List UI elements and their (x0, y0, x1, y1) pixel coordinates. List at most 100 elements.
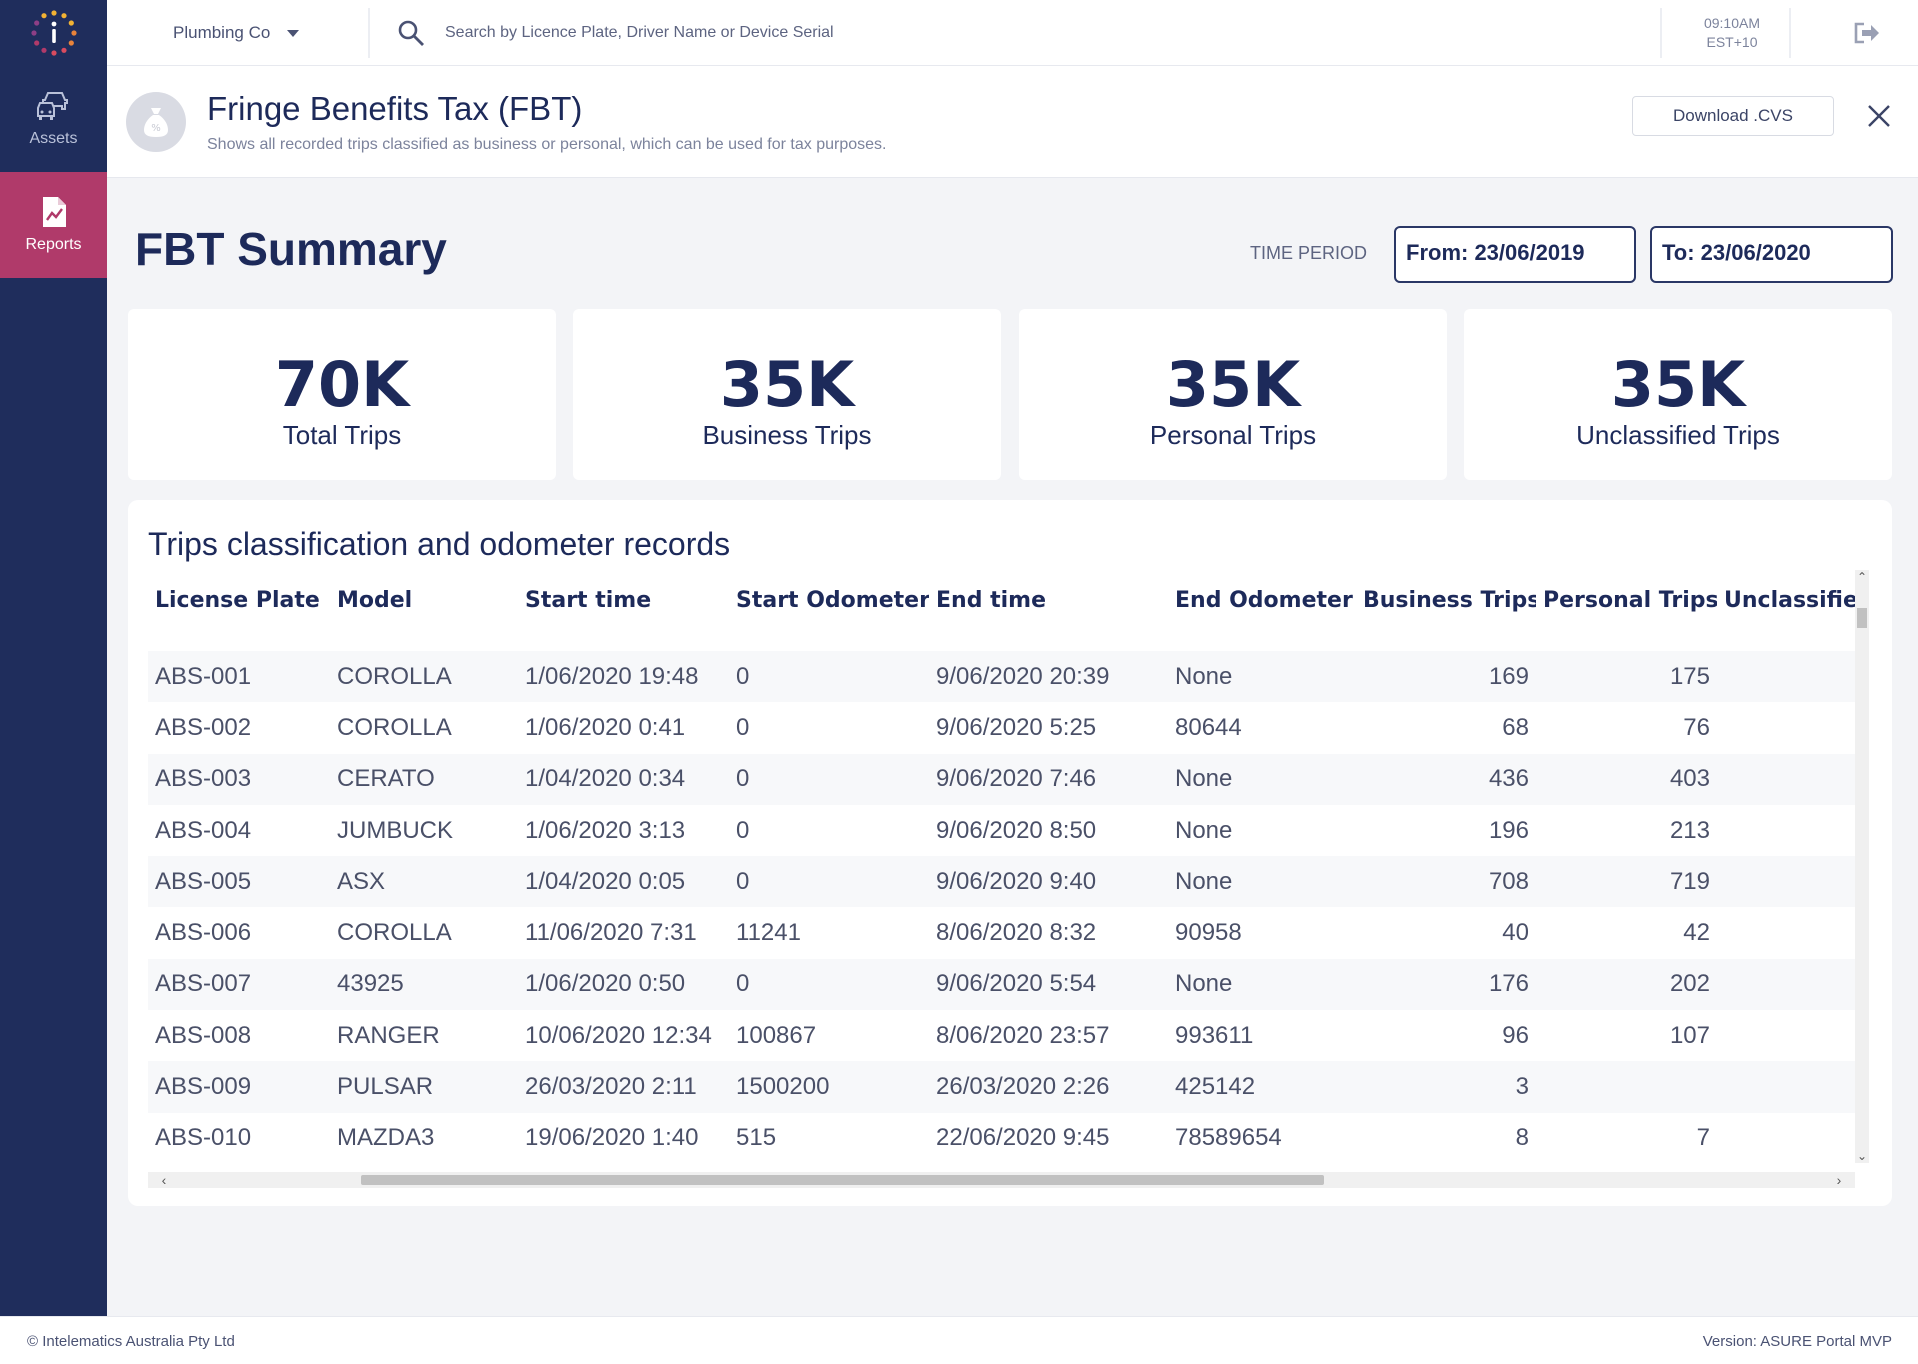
table-cell: 3 (1356, 1061, 1536, 1113)
table-cell: 90958 (1175, 919, 1242, 947)
logout-button[interactable] (1854, 0, 1880, 66)
table-row[interactable]: ABS-004 JUMBUCK 1/06/2020 3:13 0 9/06/2020 8… (148, 805, 1855, 856)
sidebar-item-assets[interactable]: Assets (0, 66, 107, 172)
page-subtitle: Shows all recorded trips classified as b… (207, 136, 887, 153)
table-header-row: License Plate Model Start time Start Odo… (148, 568, 1855, 632)
column-header[interactable]: Personal Trips (1543, 587, 1717, 613)
table-cell: 425142 (1168, 1061, 1356, 1113)
column-header[interactable]: Business Trips (1363, 587, 1536, 613)
column-header[interactable]: Unclassified Trips (1724, 587, 1855, 613)
table-scroll-area[interactable]: License Plate Model Start time Start Odo… (148, 568, 1855, 1161)
table-cell: None (1168, 856, 1356, 908)
scrollbar-thumb[interactable] (1857, 608, 1867, 628)
table-row[interactable]: ABS-005 ASX 1/04/2020 0:05 0 9/06/2020 9:40 N… (148, 856, 1855, 908)
table-cell: 515 (736, 1124, 777, 1152)
table-row[interactable]: ABS-008 RANGER 10/06/2020 12:34 100867 8/06/… (148, 1010, 1855, 1061)
copyright: © Intelematics Australia Pty Ltd (27, 1333, 235, 1350)
table-cell (1717, 856, 1855, 908)
time-period-label: TIME PERIOD (1250, 243, 1368, 263)
search-input[interactable] (445, 24, 1005, 42)
column-header[interactable]: Model (337, 587, 413, 613)
table-cell: 993611 (1175, 1021, 1254, 1049)
table-cell: 1/06/2020 3:13 (525, 816, 686, 844)
table-cell: 1/04/2020 0:34 (518, 753, 729, 805)
company-selector[interactable]: Plumbing Co (173, 0, 300, 66)
table-cell: 76 (1683, 713, 1710, 741)
horizontal-scrollbar[interactable]: ‹ › (148, 1172, 1855, 1188)
table-cell: ABS-009 (148, 1061, 330, 1113)
date-to-field[interactable]: To: 23/06/2020 (1650, 226, 1893, 283)
date-from-field[interactable]: From: 23/06/2019 (1394, 226, 1636, 283)
table-cell: 0 (729, 651, 929, 703)
table-cell: COROLLA (330, 651, 518, 703)
table-row[interactable]: ABS-009 PULSAR 26/03/2020 2:11 1500200 26/03… (148, 1061, 1855, 1113)
column-header[interactable]: Start Odometer (736, 587, 929, 613)
table-cell: 22/06/2020 9:45 (936, 1124, 1110, 1152)
divider (368, 8, 370, 58)
scrollbar-thumb[interactable] (361, 1175, 1324, 1185)
table-cell (1717, 1113, 1855, 1161)
table-cell: 176 (1356, 958, 1536, 1011)
scroll-up-arrow-icon[interactable]: ⌃ (1856, 570, 1868, 584)
table-cell: None (1175, 816, 1233, 844)
close-button[interactable] (1859, 96, 1899, 136)
column-header[interactable]: End Odometer (1175, 587, 1353, 613)
table-cell: ABS-001 (148, 651, 330, 703)
table-cell: 9/06/2020 20:39 (929, 651, 1168, 703)
table-cell: 7 (1696, 1124, 1710, 1152)
table-cell: 9/06/2020 8:50 (936, 816, 1097, 844)
stat-value: 35K (1610, 348, 1746, 421)
table-cell: ABS-005 (148, 856, 330, 908)
column-header[interactable]: License Plate (155, 587, 320, 613)
table-cell: 9/06/2020 5:25 (936, 713, 1097, 741)
logout-icon (1854, 22, 1879, 44)
trips-table-panel: Trips classification and odometer record… (128, 500, 1892, 1206)
search-icon[interactable] (397, 19, 425, 47)
download-csv-button[interactable]: Download .CVS (1632, 96, 1834, 136)
vertical-scrollbar[interactable]: ⌃ ⌄ (1855, 570, 1869, 1163)
table-row[interactable]: ABS-002 COROLLA 1/06/2020 0:41 0 9/06/2020 5… (148, 702, 1855, 753)
summary-title: FBT Summary (135, 223, 447, 275)
version-label: Version: ASURE Portal MVP (1702, 1333, 1892, 1350)
table-cell (1717, 907, 1855, 958)
table-cell (1717, 753, 1855, 805)
table-cell: 0 (736, 816, 750, 844)
table-cell: 1/06/2020 0:50 (518, 958, 729, 1011)
sidebar-item-label: Reports (25, 236, 82, 253)
table-title: Trips classification and odometer record… (148, 526, 731, 562)
table-cell: MAZDA3 (337, 1124, 435, 1152)
app-logo[interactable] (0, 0, 107, 66)
top-bar: Plumbing Co 09:10AM EST+10 (107, 0, 1918, 66)
sidebar: Assets Reports (0, 0, 107, 1316)
table-cell: 213 (1669, 816, 1710, 844)
clock-time: 09:10AM (1703, 15, 1761, 31)
scroll-right-arrow-icon[interactable]: › (1836, 1172, 1842, 1188)
sidebar-item-reports[interactable]: Reports (0, 172, 107, 278)
scroll-down-arrow-icon[interactable]: ⌄ (1856, 1149, 1868, 1163)
table-cell: None (1168, 753, 1356, 805)
table-row[interactable]: ABS-006 COROLLA 11/06/2020 7:31 11241 8/06/2… (148, 907, 1855, 958)
column-header[interactable]: End time (936, 587, 1046, 613)
table-row[interactable]: ABS-001 COROLLA 1/06/2020 19:48 0 9/06/2020 … (148, 651, 1855, 703)
report-chart-icon (42, 197, 66, 227)
table-cell: 169 (1356, 651, 1536, 703)
table-cell: 1/06/2020 19:48 (518, 651, 729, 703)
stat-card-unclassified-trips: 35K Unclassified Trips (1464, 309, 1892, 480)
trips-table: License Plate Model Start time Start Odo… (148, 568, 1855, 1161)
table-cell: 26/03/2020 2:26 (929, 1061, 1168, 1113)
table-cell: 78589654 (1175, 1124, 1282, 1152)
table-cell: 1500200 (729, 1061, 929, 1113)
stat-card-business-trips: 35K Business Trips (573, 309, 1001, 480)
table-cell (1717, 651, 1855, 703)
table-cell (1717, 805, 1855, 856)
column-header[interactable]: Start time (525, 587, 652, 613)
stat-value: 35K (1165, 348, 1301, 421)
table-cell (1717, 1010, 1855, 1061)
table-cell: 9/06/2020 5:54 (929, 958, 1168, 1011)
table-row[interactable]: ABS-010 MAZDA3 19/06/2020 1:40 515 22/06/202… (148, 1113, 1855, 1161)
table-row[interactable]: ABS-007 43925 1/06/2020 0:50 0 9/06/2020 5:5… (148, 958, 1855, 1011)
page-header: % Fringe Benefits Tax (FBT) Shows all re… (107, 66, 1918, 178)
table-row[interactable]: ABS-003 CERATO 1/04/2020 0:34 0 9/06/2020 7:… (148, 753, 1855, 805)
scroll-left-arrow-icon[interactable]: ‹ (161, 1172, 167, 1188)
table-cell: None (1168, 651, 1356, 703)
